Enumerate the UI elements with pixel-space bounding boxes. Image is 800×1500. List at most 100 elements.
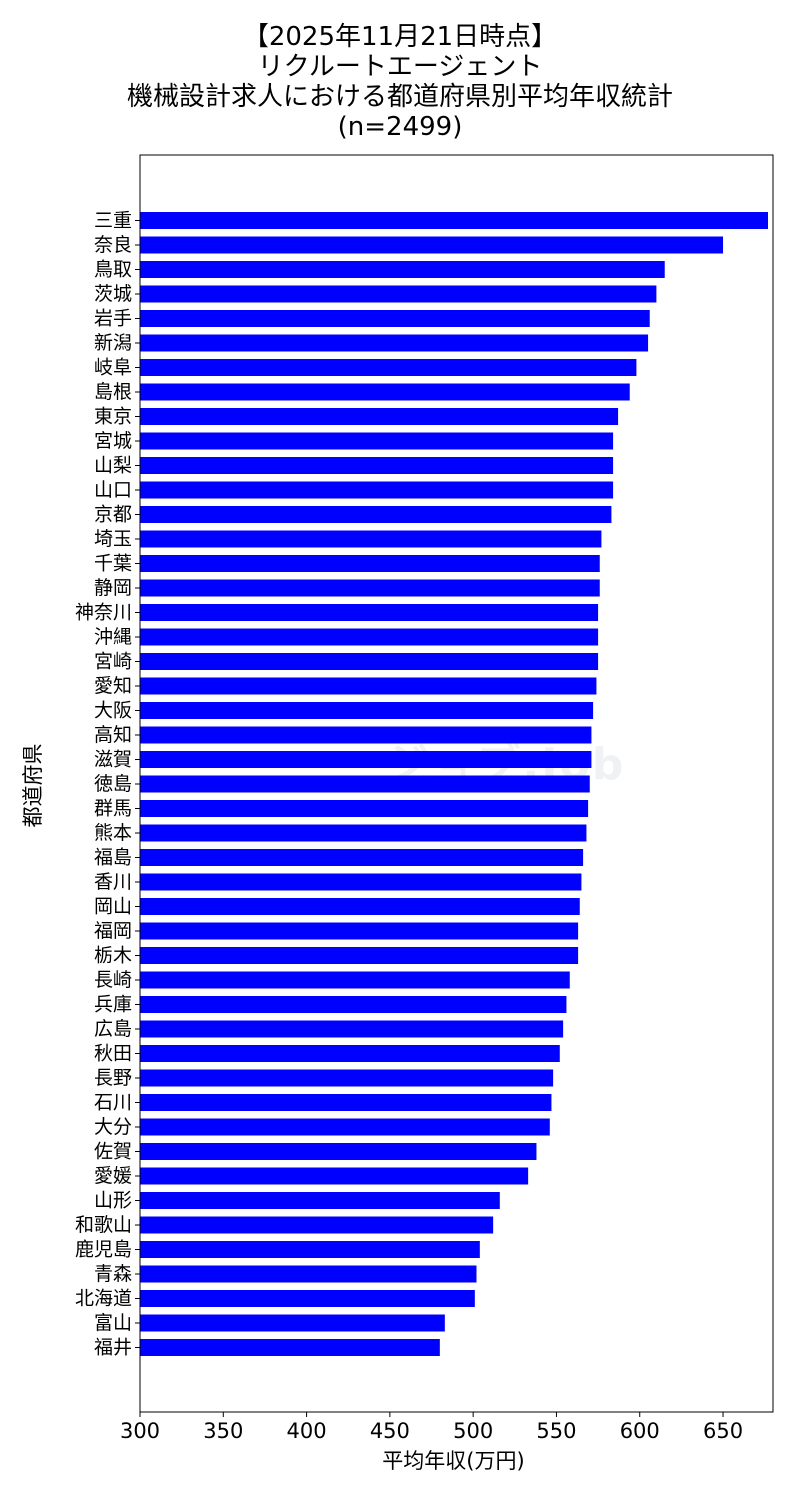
- y-tick-label-9: 東京: [94, 406, 132, 428]
- y-tick-label-20: 愛知: [94, 675, 132, 697]
- y-tick-label-2: 奈良: [94, 234, 132, 256]
- y-tick-label-21: 大阪: [94, 700, 132, 722]
- bar-13: [140, 506, 612, 523]
- bar-7: [140, 359, 637, 376]
- bar-34: [140, 1020, 564, 1038]
- bar-36: [140, 1069, 554, 1087]
- bar-26: [140, 824, 587, 842]
- bar-22: [140, 726, 592, 744]
- y-tick-label-27: 福島: [94, 847, 132, 869]
- bar-3: [140, 261, 665, 278]
- y-tick-label-36: 長野: [94, 1067, 132, 1089]
- bar-18: [140, 628, 599, 646]
- y-tick-label-31: 栃木: [94, 945, 132, 967]
- bar-16: [140, 579, 600, 597]
- y-tick-label-34: 広島: [94, 1018, 132, 1040]
- y-tick-label-22: 高知: [94, 724, 132, 746]
- y-tick-label-12: 山口: [94, 479, 132, 501]
- bar-5: [140, 310, 650, 327]
- y-tick-label-26: 熊本: [94, 822, 132, 844]
- bar-4: [140, 285, 657, 303]
- y-tick-label-25: 群馬: [94, 798, 132, 820]
- x-axis-label: 平均年収(万円): [382, 1449, 524, 1473]
- bar-33: [140, 996, 567, 1013]
- y-tick-label-16: 静岡: [94, 577, 132, 599]
- title-line-source: リクルートエージェント: [257, 52, 543, 82]
- x-tick-label-450: 450: [370, 1419, 410, 1443]
- title-line-subject: 機械設計求人における都道府県別平均年収統計: [126, 82, 673, 112]
- bar-21: [140, 702, 594, 719]
- x-tick-label-400: 400: [287, 1419, 327, 1443]
- y-tick-label-24: 徳島: [94, 773, 132, 795]
- y-tick-label-47: 福井: [94, 1337, 132, 1359]
- y-tick-label-4: 茨城: [94, 283, 132, 305]
- bar-45: [140, 1290, 475, 1307]
- bar-28: [140, 873, 582, 891]
- bar-42: [140, 1216, 494, 1234]
- y-tick-label-17: 神奈川: [75, 602, 132, 624]
- y-tick-label-43: 鹿児島: [75, 1239, 132, 1261]
- bar-43: [140, 1241, 480, 1258]
- title-line-sample-size: (n=2499): [337, 112, 463, 142]
- y-tick-label-10: 宮城: [94, 430, 132, 452]
- y-tick-label-37: 石川: [94, 1092, 132, 1114]
- y-tick-label-44: 青森: [94, 1263, 132, 1285]
- bar-17: [140, 604, 599, 621]
- y-tick-label-1: 三重: [94, 210, 132, 232]
- y-tick-label-5: 岩手: [94, 308, 132, 330]
- x-tick-label-600: 600: [620, 1419, 660, 1443]
- y-tick-label-45: 北海道: [75, 1288, 132, 1310]
- y-tick-label-8: 島根: [94, 381, 132, 403]
- y-tick-label-35: 秋田: [94, 1043, 132, 1065]
- bar-35: [140, 1045, 560, 1062]
- bar-20: [140, 677, 597, 695]
- bar-1: [140, 212, 769, 229]
- bar-32: [140, 971, 570, 989]
- y-tick-label-18: 沖縄: [94, 626, 132, 648]
- y-tick-label-33: 兵庫: [94, 994, 132, 1016]
- bar-12: [140, 481, 614, 499]
- y-tick-label-6: 新潟: [94, 332, 132, 354]
- x-tick-label-350: 350: [203, 1419, 243, 1443]
- bar-44: [140, 1265, 477, 1283]
- y-tick-label-13: 京都: [94, 504, 132, 526]
- bar-38: [140, 1118, 550, 1136]
- bar-24: [140, 775, 590, 793]
- title-line-date: 【2025年11月21日時点】: [242, 22, 558, 52]
- y-tick-label-38: 大分: [94, 1116, 132, 1138]
- y-tick-label-32: 長崎: [94, 969, 132, 991]
- y-axis-label: 都道府県: [21, 744, 45, 828]
- bar-6: [140, 334, 649, 352]
- y-tick-label-3: 鳥取: [94, 259, 132, 281]
- y-tick-label-40: 愛媛: [94, 1165, 132, 1187]
- y-tick-label-29: 岡山: [94, 896, 132, 918]
- bar-40: [140, 1167, 529, 1185]
- bar-8: [140, 383, 630, 401]
- bar-29: [140, 898, 580, 915]
- bar-47: [140, 1339, 440, 1356]
- bar-46: [140, 1314, 445, 1332]
- bar-23: [140, 751, 592, 768]
- x-tick-label-550: 550: [536, 1419, 576, 1443]
- y-tick-label-42: 和歌山: [75, 1214, 132, 1236]
- y-tick-label-11: 山梨: [94, 455, 132, 477]
- y-tick-label-7: 岐阜: [94, 357, 132, 379]
- y-tick-label-28: 香川: [94, 871, 132, 893]
- x-tick-label-500: 500: [453, 1419, 493, 1443]
- bar-11: [140, 457, 614, 474]
- bar-30: [140, 922, 579, 940]
- bar-19: [140, 653, 599, 670]
- y-tick-label-46: 富山: [94, 1312, 132, 1334]
- chart-title: 【2025年11月21日時点】 リクルートエージェント 機械設計求人における都道…: [0, 22, 800, 142]
- bar-31: [140, 947, 579, 964]
- x-tick-label-300: 300: [120, 1419, 160, 1443]
- y-tick-label-39: 佐賀: [94, 1141, 132, 1163]
- y-tick-label-41: 山形: [94, 1190, 132, 1212]
- bar-14: [140, 530, 602, 548]
- bar-10: [140, 432, 614, 450]
- plot-frame: [139, 154, 774, 1413]
- y-tick-label-23: 滋賀: [94, 749, 132, 771]
- y-tick-label-15: 千葉: [94, 553, 132, 575]
- bar-2: [140, 236, 724, 254]
- bar-41: [140, 1192, 500, 1209]
